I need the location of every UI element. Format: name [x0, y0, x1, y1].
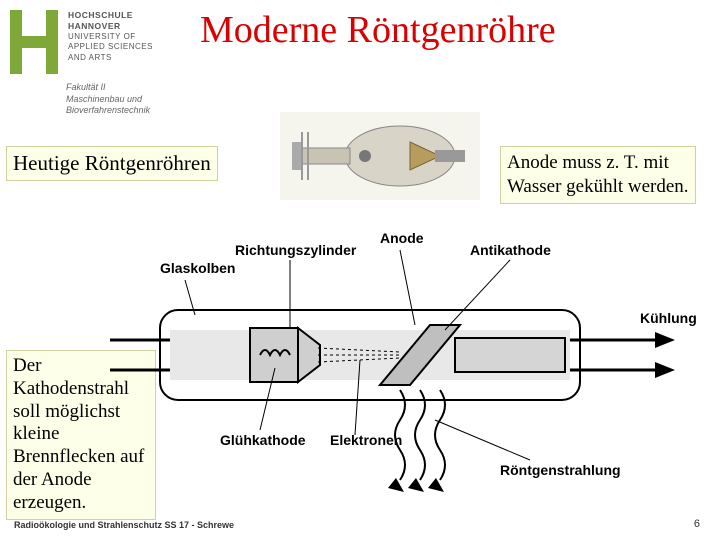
- logo-h-mark: [10, 10, 58, 74]
- page-number: 6: [694, 518, 700, 530]
- faculty-l3: Bioverfahrenstechnik: [66, 105, 150, 117]
- faculty-block: Fakultät II Maschinenbau und Bioverfahre…: [66, 82, 150, 117]
- footer-text: Radioökologie und Strahlenschutz SS 17 -…: [14, 520, 234, 530]
- label-roentgenstrahlung: Röntgenstrahlung: [500, 462, 621, 478]
- faculty-l2: Maschinenbau und: [66, 94, 150, 106]
- caption-right-l1: Anode muss z. T. mit: [507, 151, 689, 175]
- caption-right-l2: Wasser gekühlt werden.: [507, 175, 689, 199]
- label-anode: Anode: [380, 230, 424, 246]
- logo-line2: HANNOVER: [68, 21, 153, 32]
- tube-photo: [280, 112, 480, 200]
- logo-line3: UNIVERSITY OF: [68, 32, 153, 42]
- label-richtungszylinder: Richtungszylinder: [235, 242, 356, 258]
- label-elektronen: Elektronen: [330, 432, 402, 448]
- logo-line4: APPLIED SCIENCES: [68, 42, 153, 52]
- caption-left: Heutige Röntgenröhren: [6, 146, 218, 181]
- logo-line1: HOCHSCHULE: [68, 10, 153, 21]
- label-antikathode: Antikathode: [470, 242, 551, 258]
- logo-text: HOCHSCHULE HANNOVER UNIVERSITY OF APPLIE…: [68, 10, 153, 63]
- slide-title: Moderne Röntgenröhre: [200, 8, 556, 52]
- label-gluehkathode: Glühkathode: [220, 432, 306, 448]
- caption-right: Anode muss z. T. mit Wasser gekühlt werd…: [500, 146, 696, 204]
- label-glaskolben: Glaskolben: [160, 260, 235, 276]
- logo-line5: AND ARTS: [68, 53, 153, 63]
- label-kuehlung: Kühlung: [640, 310, 697, 326]
- faculty-l1: Fakultät II: [66, 82, 150, 94]
- university-logo: HOCHSCHULE HANNOVER UNIVERSITY OF APPLIE…: [10, 10, 153, 74]
